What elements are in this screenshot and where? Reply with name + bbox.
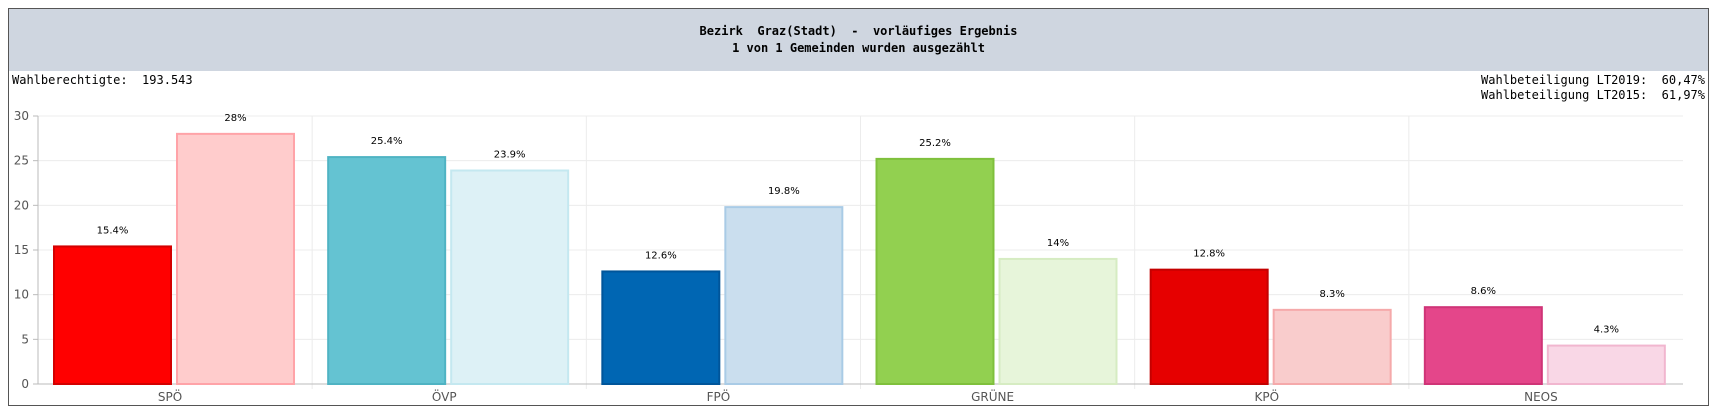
bar-spö-series-1: [53, 245, 172, 385]
x-tick-label: SPÖ: [158, 388, 182, 404]
bar-neos-series-1: [1423, 306, 1543, 386]
chart-subtitle: 1 von 1 Gemeinden wurden ausgezählt: [732, 41, 985, 55]
y-tick-label: 0: [21, 377, 29, 391]
data-label: 8.6%: [1471, 286, 1496, 297]
data-label: 28%: [224, 113, 246, 124]
data-label: 12.6%: [645, 250, 677, 261]
y-tick-label: 5: [21, 332, 29, 346]
x-tick-label: KPÖ: [1254, 388, 1279, 404]
bar-kpö-series-1: [1149, 268, 1269, 385]
data-label: 4.3%: [1594, 325, 1619, 336]
x-tick-label: GRÜNE: [971, 388, 1014, 404]
data-label: 14%: [1047, 238, 1069, 249]
chart-header: Bezirk Graz(Stadt) - vorläufiges Ergebni…: [9, 9, 1708, 71]
bar-grüne-series-1: [875, 157, 995, 385]
data-label: 19.8%: [768, 186, 800, 197]
x-tick-label: FPÖ: [707, 388, 731, 404]
y-tick-label: 10: [14, 288, 29, 302]
data-label: 15.4%: [97, 225, 129, 236]
data-label: 8.3%: [1319, 289, 1344, 300]
data-label: 12.8%: [1193, 249, 1225, 260]
x-tick-label: NEOS: [1524, 390, 1558, 404]
bar-övp-series-1: [327, 156, 447, 385]
y-tick-label: 15: [14, 243, 29, 257]
bar-spö-series-2: [176, 132, 295, 385]
bar-neos-series-2: [1546, 344, 1666, 386]
turnout-2019: Wahlbeteiligung LT2019: 60,47%: [1481, 73, 1705, 87]
y-tick-label: 30: [14, 109, 29, 123]
y-tick-label: 25: [14, 154, 29, 168]
chart-title: Bezirk Graz(Stadt) - vorläufiges Ergebni…: [699, 24, 1018, 38]
bar-fpö-series-1: [601, 270, 721, 385]
data-label: 23.9%: [494, 149, 526, 160]
bar-kpö-series-2: [1272, 308, 1392, 385]
data-label: 25.4%: [371, 136, 403, 147]
x-tick-label: ÖVP: [432, 388, 457, 404]
bar-övp-series-2: [450, 169, 570, 385]
eligible-voters: Wahlberechtigte: 193.543: [12, 73, 193, 87]
data-label: 25.2%: [919, 138, 951, 149]
turnout-2015: Wahlbeteiligung LT2015: 61,97%: [1481, 88, 1705, 102]
bar-fpö-series-2: [724, 206, 844, 385]
bar-grüne-series-2: [998, 257, 1118, 385]
y-tick-label: 20: [14, 198, 29, 212]
